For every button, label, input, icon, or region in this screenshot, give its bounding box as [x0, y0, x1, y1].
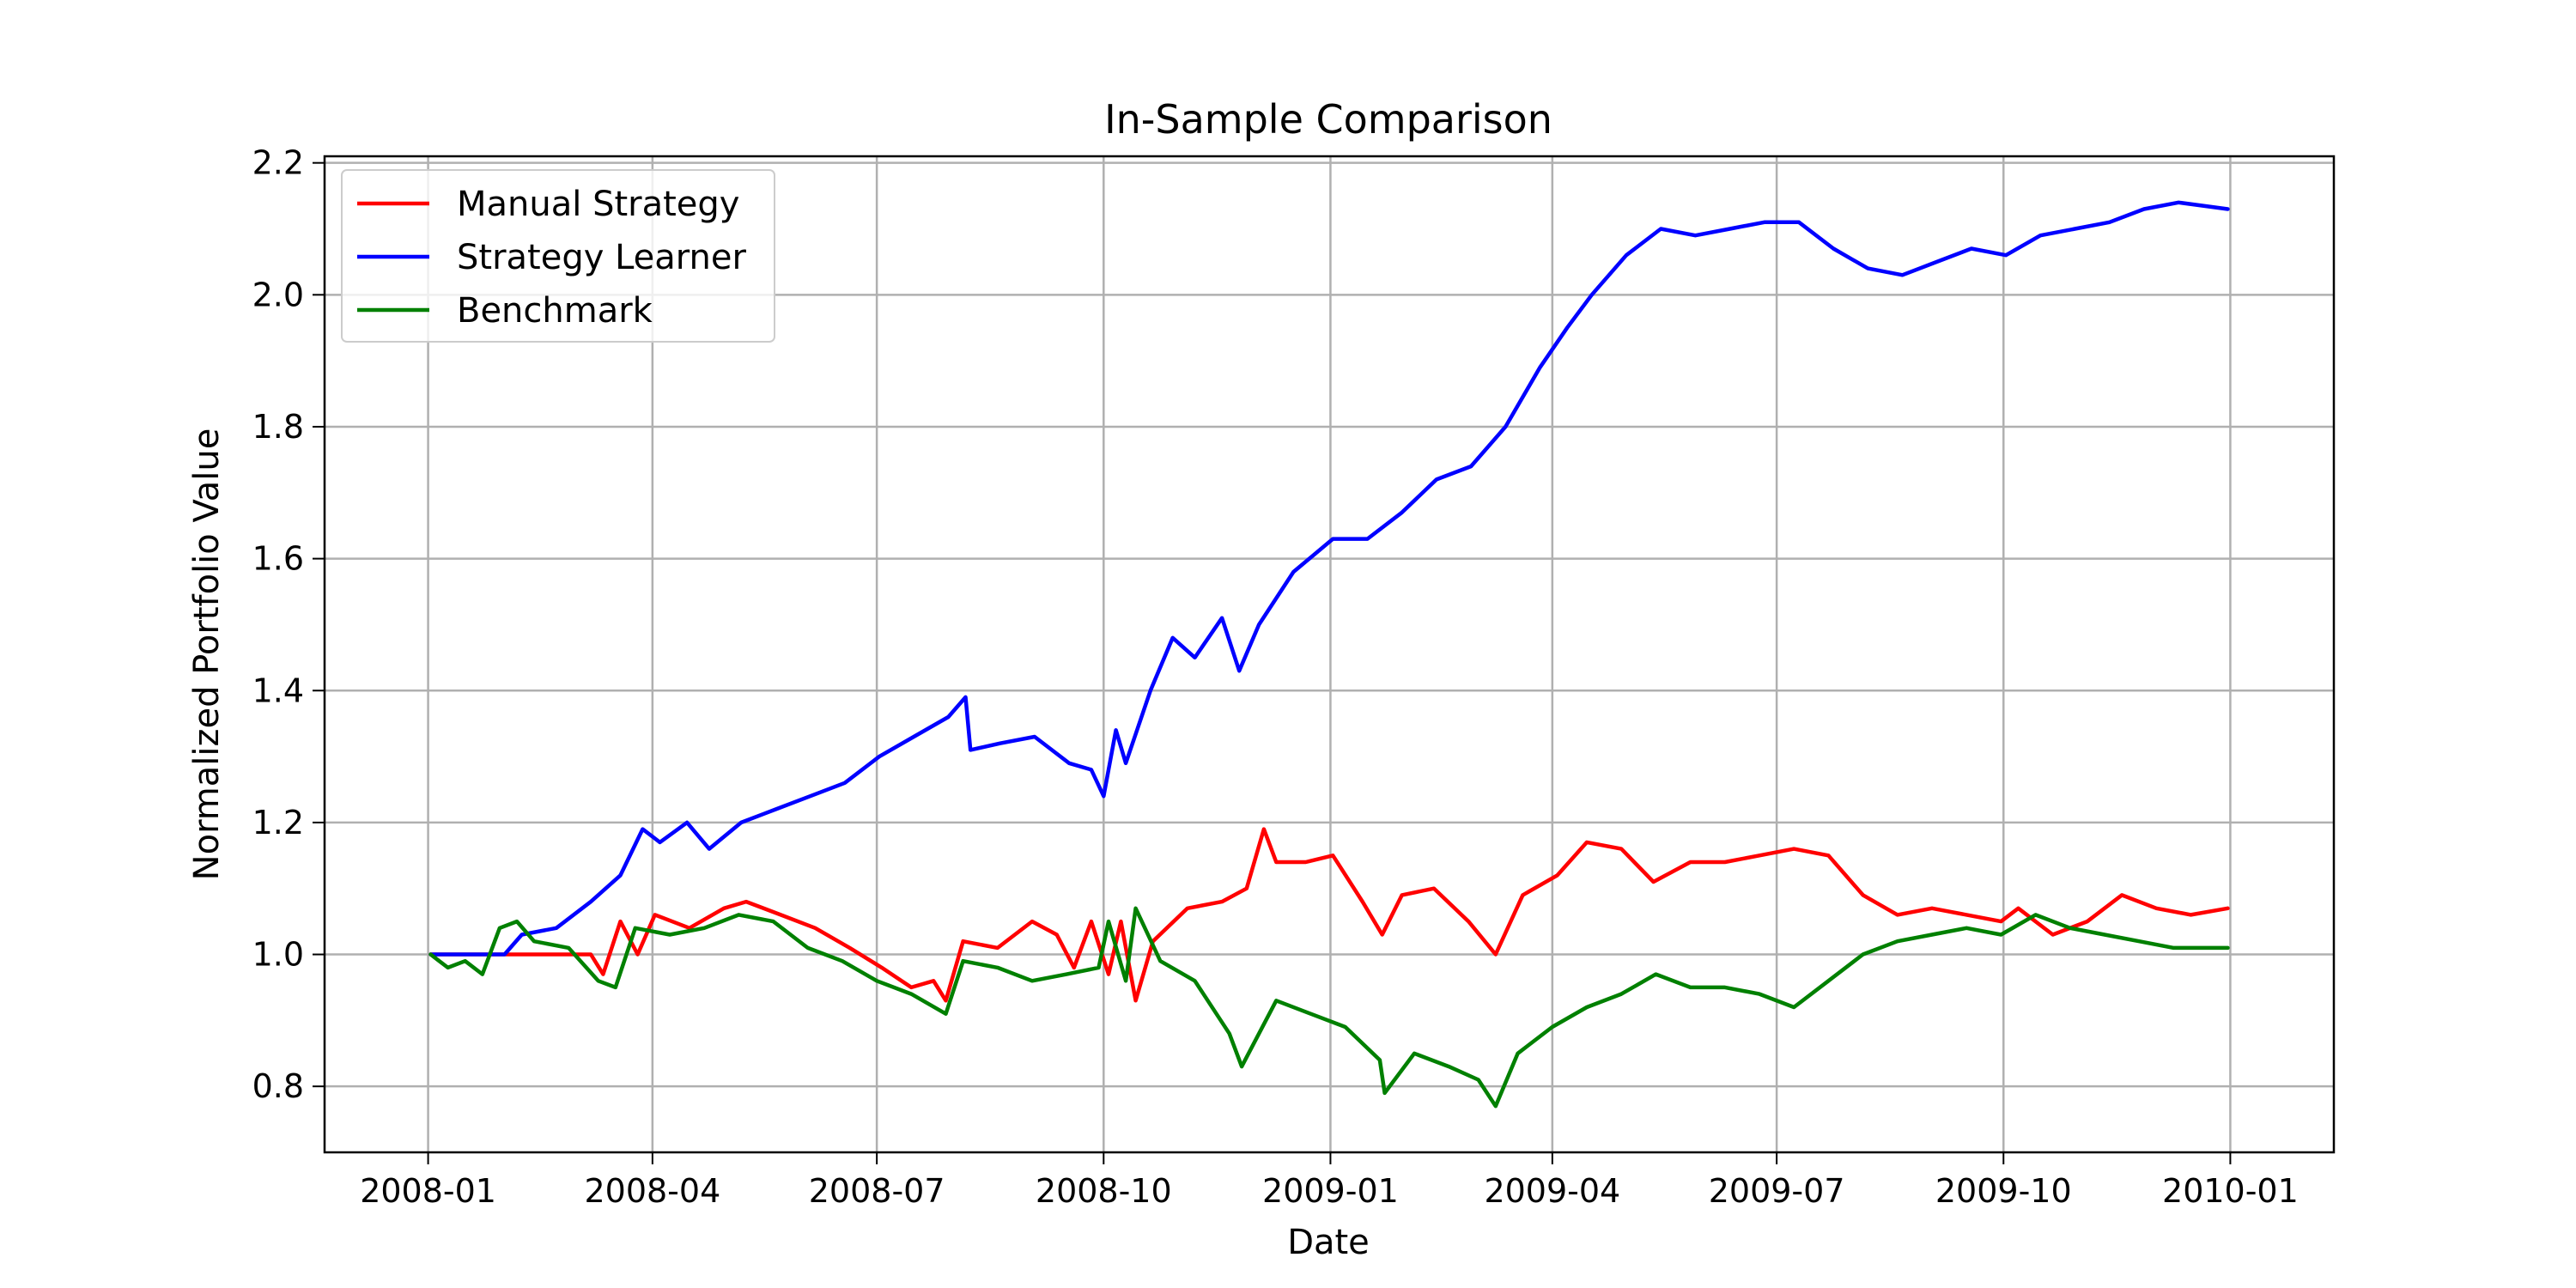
plot-series [428, 200, 2230, 1109]
y-tick-label: 0.8 [252, 1067, 304, 1105]
y-tick-label: 2.2 [252, 144, 304, 182]
y-tick-label: 1.6 [252, 540, 304, 578]
x-tick-label: 2008-04 [584, 1172, 720, 1210]
x-axis-title: Date [1287, 1223, 1370, 1262]
legend-label-strategy-learner: Strategy Learner [457, 238, 747, 277]
grid-lines [325, 156, 2334, 1152]
y-axis: 0.8 1.0 1.2 1.4 1.6 1.8 2.0 2.2 [252, 144, 325, 1105]
legend-label-benchmark: Benchmark [457, 291, 653, 331]
series-line-strategy-learner [428, 200, 2230, 957]
x-tick-label: 2008-01 [360, 1172, 496, 1210]
legend-label-manual-strategy: Manual Strategy [457, 185, 739, 224]
legend: Manual Strategy Strategy Learner Benchmark [341, 169, 775, 343]
y-tick-label: 1.0 [252, 936, 304, 974]
y-tick-label: 2.0 [252, 276, 304, 313]
y-tick-label: 1.4 [252, 671, 304, 709]
series-line-benchmark [428, 906, 2230, 1109]
x-tick-label: 2009-04 [1484, 1172, 1620, 1210]
y-axis-title: Normalized Portfolio Value [187, 428, 227, 881]
x-axis: 2008-01 2008-04 2008-07 2008-10 2009-01 2009-… [360, 1152, 2299, 1210]
x-tick-label: 2009-07 [1709, 1172, 1845, 1210]
series-line-manual-strategy [428, 827, 2230, 1003]
chart-title: In-Sample Comparison [1104, 96, 1552, 143]
x-tick-label: 2010-01 [2162, 1172, 2299, 1210]
y-tick-label: 1.2 [252, 804, 304, 841]
y-tick-label: 1.8 [252, 408, 304, 446]
x-tick-label: 2008-10 [1036, 1172, 1172, 1210]
plot-frame [323, 155, 2336, 1154]
x-tick-label: 2009-10 [1935, 1172, 2072, 1210]
x-tick-label: 2008-07 [809, 1172, 945, 1210]
legend-frame [341, 169, 775, 343]
x-tick-label: 2009-01 [1262, 1172, 1399, 1210]
